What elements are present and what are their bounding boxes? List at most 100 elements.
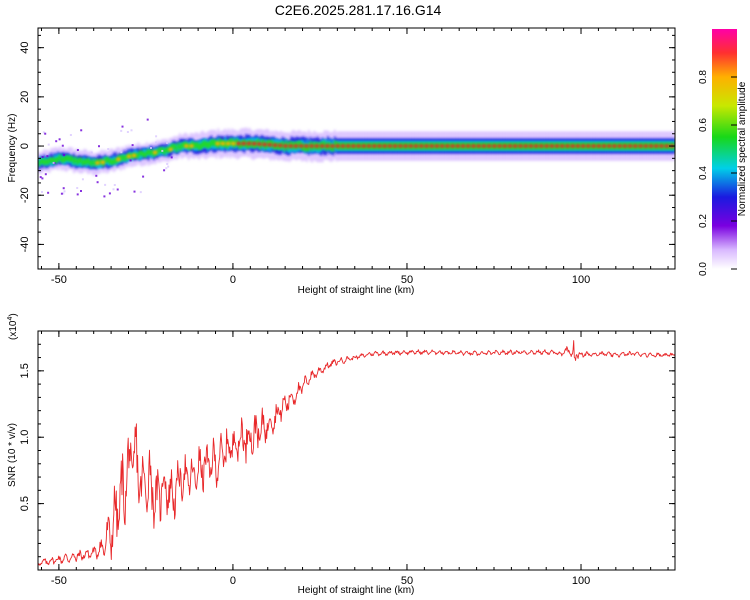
spectral-cell [302, 143, 305, 151]
spectral-cell [144, 148, 147, 157]
colorbar-tick-label: 0.4 [698, 166, 709, 180]
spectral-cell [610, 142, 613, 150]
spectral-peak [560, 144, 565, 148]
figure-title: C2E6.2025.281.17.16.G14 [275, 2, 442, 18]
spectral-cell [104, 157, 107, 163]
spectral-cell [55, 157, 58, 163]
spectral-peak [539, 144, 544, 148]
spectral-cell [88, 159, 91, 165]
spectral-cell [292, 142, 295, 150]
spectral-cell [105, 156, 108, 163]
spectral-cell [170, 144, 173, 150]
spectral-peak [246, 141, 252, 146]
spectral-peak [95, 161, 100, 165]
spectral-peak [586, 144, 591, 148]
spectral-peak [288, 144, 293, 148]
spectral-peak [612, 144, 617, 148]
spectral-peak [132, 153, 137, 158]
spectral-cell [631, 142, 634, 150]
snr-axes: -50 0 50 100 0.5 1.0 1.5 [19, 331, 675, 587]
spectral-cell [163, 149, 166, 155]
x-tick-label: -50 [51, 274, 67, 286]
spectral-cell [145, 150, 148, 156]
spectral-cell [553, 142, 556, 150]
spectral-cell [43, 160, 46, 166]
spectral-speckle-dot [62, 192, 65, 195]
spectral-cell [187, 143, 190, 150]
spectral-peak [419, 144, 424, 148]
spectral-peak [628, 144, 633, 148]
spectral-peak [659, 144, 664, 148]
spectral-cell [79, 157, 82, 163]
colorbar-tick-label: 0.8 [698, 70, 709, 84]
spectral-speckle-dot [44, 132, 47, 135]
spectral-cell [50, 157, 53, 163]
spectral-speckle-dot [55, 140, 58, 143]
spectral-peak [513, 144, 518, 148]
spectral-peak [638, 144, 643, 148]
spectral-speckle-dot [58, 138, 61, 141]
spectral-speckle-dot [62, 187, 65, 190]
snr-y-tick-label: 1.5 [19, 363, 31, 378]
spectral-cell [166, 147, 169, 153]
spectral-peak [372, 144, 377, 148]
spectral-cell [501, 142, 504, 150]
spectral-cell [245, 140, 248, 148]
spectral-cell [149, 150, 152, 156]
spectral-cell [537, 142, 540, 150]
colorbar-ticks: 0.0 0.2 0.4 0.6 0.8 [698, 70, 737, 276]
spectral-peak [299, 144, 304, 148]
spectral-cell [172, 143, 175, 150]
spectral-cell [135, 153, 138, 159]
spectral-cell [360, 142, 363, 150]
spectral-cell [69, 156, 72, 162]
spectral-cell [459, 142, 462, 150]
spectrogram-y-axis-label: Frequency (Hz) [7, 114, 18, 183]
spectral-speckle-dot [155, 135, 158, 138]
y-tick-label: 40 [19, 42, 31, 54]
spectral-cell [62, 157, 65, 163]
spectral-peak [325, 144, 330, 148]
spectral-peak [617, 144, 622, 148]
spectral-speckle-dot [150, 147, 152, 149]
spectral-peak [262, 142, 267, 147]
snr-y-tick-label: 1.0 [19, 430, 31, 445]
spectral-cell [130, 153, 133, 159]
spectral-cell [71, 157, 74, 166]
spectral-cell [152, 151, 155, 157]
spectral-peak [356, 144, 361, 148]
colorbar-tick-label: 0.2 [698, 214, 709, 228]
spectral-cell [313, 141, 316, 149]
spectral-peak [403, 144, 408, 148]
spectral-cell [516, 142, 519, 150]
spectral-peak [622, 144, 627, 148]
spectral-peak [126, 154, 131, 159]
spectral-peak [434, 144, 439, 148]
spectral-cell [662, 142, 665, 150]
snr-y-multiplier: (x104) [7, 313, 19, 340]
spectral-speckle-dot [42, 131, 45, 134]
snr-panel: -50 0 50 100 0.5 1.0 1.5 (x104) SNR (10 * v/v)… [7, 313, 676, 596]
spectral-cell [53, 158, 56, 165]
spectral-peak [231, 141, 236, 146]
spectral-peak [591, 144, 596, 148]
spectral-speckle-dot [46, 155, 49, 158]
spectral-cell [574, 142, 577, 150]
spectral-peak [335, 144, 340, 148]
spectral-speckle-dot [104, 183, 107, 186]
spectral-cell [179, 145, 182, 151]
spectral-speckle-dot [69, 134, 72, 136]
spectral-cell [417, 142, 420, 150]
spectral-speckle-dot [60, 192, 63, 195]
spectral-cell [589, 142, 592, 150]
spectral-cell [647, 142, 650, 150]
spectral-cell [41, 158, 44, 164]
spectral-speckle-dot [41, 177, 44, 180]
spectral-speckle-dot [174, 155, 177, 158]
spectral-cell [438, 142, 441, 150]
spectral-cell [208, 141, 211, 148]
x-tick-label: 100 [572, 274, 590, 286]
spectral-peak [309, 144, 314, 148]
spectral-speckle-dot [163, 169, 166, 172]
spectral-cell [111, 159, 114, 165]
